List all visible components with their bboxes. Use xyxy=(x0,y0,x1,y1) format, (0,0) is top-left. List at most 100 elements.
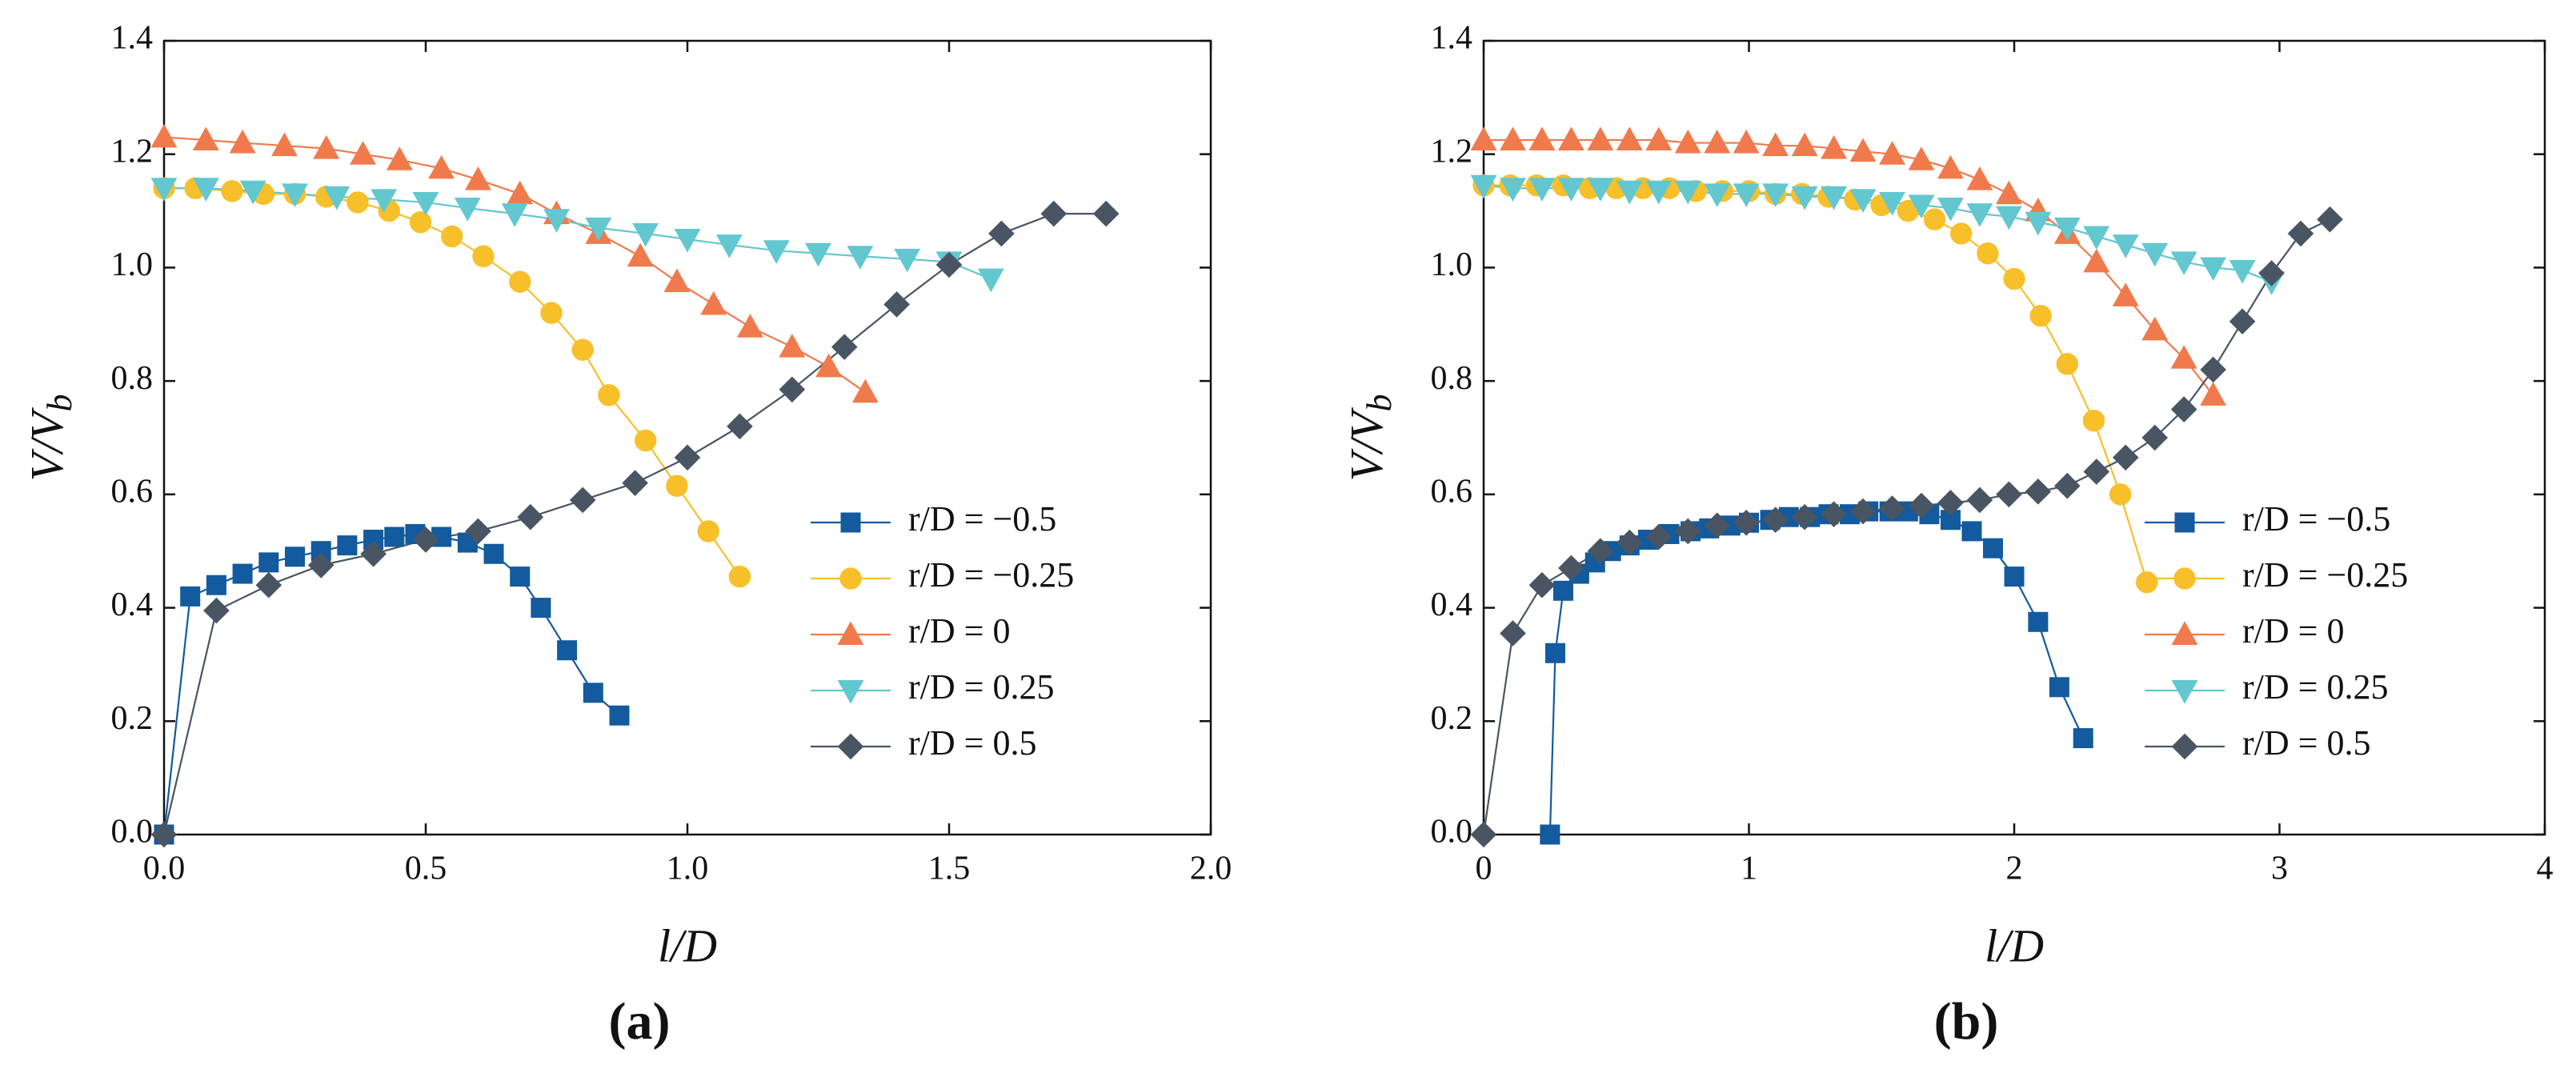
y-tick-label: 0.8 xyxy=(111,360,154,397)
legend-label: r/D = 0 xyxy=(908,611,1010,651)
x-tick-label: 1.0 xyxy=(667,851,709,887)
marker xyxy=(1674,180,1701,205)
marker xyxy=(1040,200,1068,227)
marker xyxy=(2136,571,2158,594)
marker xyxy=(2082,410,2105,432)
marker xyxy=(1762,506,1789,534)
y-tick-label: 1.2 xyxy=(1431,133,1473,170)
marker xyxy=(1528,126,1556,150)
marker xyxy=(483,543,504,564)
marker xyxy=(323,186,351,210)
marker xyxy=(1879,141,1905,165)
marker xyxy=(441,225,463,248)
legend-label: r/D = −0.25 xyxy=(2242,555,2408,595)
marker xyxy=(2053,217,2081,242)
legend-label: r/D = −0.5 xyxy=(2242,499,2390,539)
marker xyxy=(1762,183,1789,207)
marker xyxy=(1645,126,1673,150)
marker xyxy=(1540,824,1560,845)
y-tick-label: 0.6 xyxy=(111,473,154,510)
marker xyxy=(150,123,178,148)
marker xyxy=(815,353,843,378)
plot-frame xyxy=(1482,39,2546,836)
marker xyxy=(1995,180,2022,205)
marker xyxy=(2109,483,2132,506)
marker xyxy=(2200,382,2227,406)
panel-label: (b) xyxy=(1934,992,1999,1051)
marker xyxy=(2073,728,2093,749)
marker xyxy=(2083,226,2110,250)
y-tick-label: 0.8 xyxy=(1431,360,1473,397)
legend-marker xyxy=(837,733,864,760)
marker xyxy=(2112,234,2139,258)
marker xyxy=(465,518,491,545)
marker xyxy=(1908,194,1935,219)
marker xyxy=(2141,424,2168,451)
marker xyxy=(1645,180,1673,205)
marker xyxy=(598,384,620,406)
legend-label: r/D = −0.25 xyxy=(908,555,1074,595)
marker xyxy=(192,126,219,150)
marker xyxy=(1500,178,1526,202)
series-line xyxy=(163,136,866,394)
marker xyxy=(2229,259,2256,284)
marker xyxy=(1937,490,1964,516)
legend-marker xyxy=(2171,680,2198,704)
y-axis-label-sub: b xyxy=(40,394,79,412)
marker xyxy=(1558,555,1584,582)
marker xyxy=(510,567,531,587)
y-axis-label: V/Vb xyxy=(1340,394,1399,482)
marker xyxy=(935,251,963,278)
marker xyxy=(1879,495,1905,522)
legend-label: r/D = −0.5 xyxy=(908,499,1056,539)
marker xyxy=(509,270,531,293)
marker xyxy=(2083,458,2110,485)
marker xyxy=(2141,316,2169,341)
marker xyxy=(371,189,398,214)
y-tick-label: 0.4 xyxy=(111,587,154,623)
marker xyxy=(737,314,763,338)
marker xyxy=(1966,203,1993,227)
marker xyxy=(464,166,491,190)
marker xyxy=(727,413,753,440)
marker xyxy=(1966,486,1993,514)
marker xyxy=(1849,498,1877,525)
marker xyxy=(1733,183,1760,207)
marker xyxy=(1849,189,1877,214)
marker xyxy=(1879,191,1905,216)
marker xyxy=(2056,353,2079,375)
legend-marker xyxy=(2171,621,2198,645)
y-axis-label-sub: b xyxy=(1360,394,1399,412)
marker xyxy=(571,338,594,361)
marker xyxy=(1908,492,1935,519)
series-line xyxy=(1548,510,2085,835)
legend-label: r/D = 0 xyxy=(2242,611,2344,651)
marker xyxy=(847,246,874,270)
marker xyxy=(2112,444,2139,471)
marker xyxy=(779,376,806,403)
marker xyxy=(1791,186,1818,210)
marker xyxy=(1645,523,1673,551)
marker xyxy=(1821,186,1848,210)
plot-frame xyxy=(162,39,1212,836)
marker xyxy=(805,242,831,267)
legend-marker xyxy=(840,512,861,533)
marker xyxy=(454,198,481,222)
marker xyxy=(1982,538,2003,559)
marker xyxy=(2258,260,2285,286)
marker xyxy=(674,444,701,471)
marker xyxy=(507,180,534,205)
legend-label: r/D = 0.5 xyxy=(2242,723,2370,763)
marker xyxy=(663,268,691,293)
marker xyxy=(1587,126,1614,150)
marker xyxy=(2287,220,2314,247)
x-tick-label: 3 xyxy=(2271,851,2288,887)
x-tick-label: 0.0 xyxy=(143,851,186,887)
marker xyxy=(360,540,387,567)
marker xyxy=(988,220,1015,247)
marker xyxy=(583,683,603,703)
marker xyxy=(1470,174,1497,199)
marker xyxy=(1937,198,1964,222)
marker xyxy=(1733,129,1760,154)
